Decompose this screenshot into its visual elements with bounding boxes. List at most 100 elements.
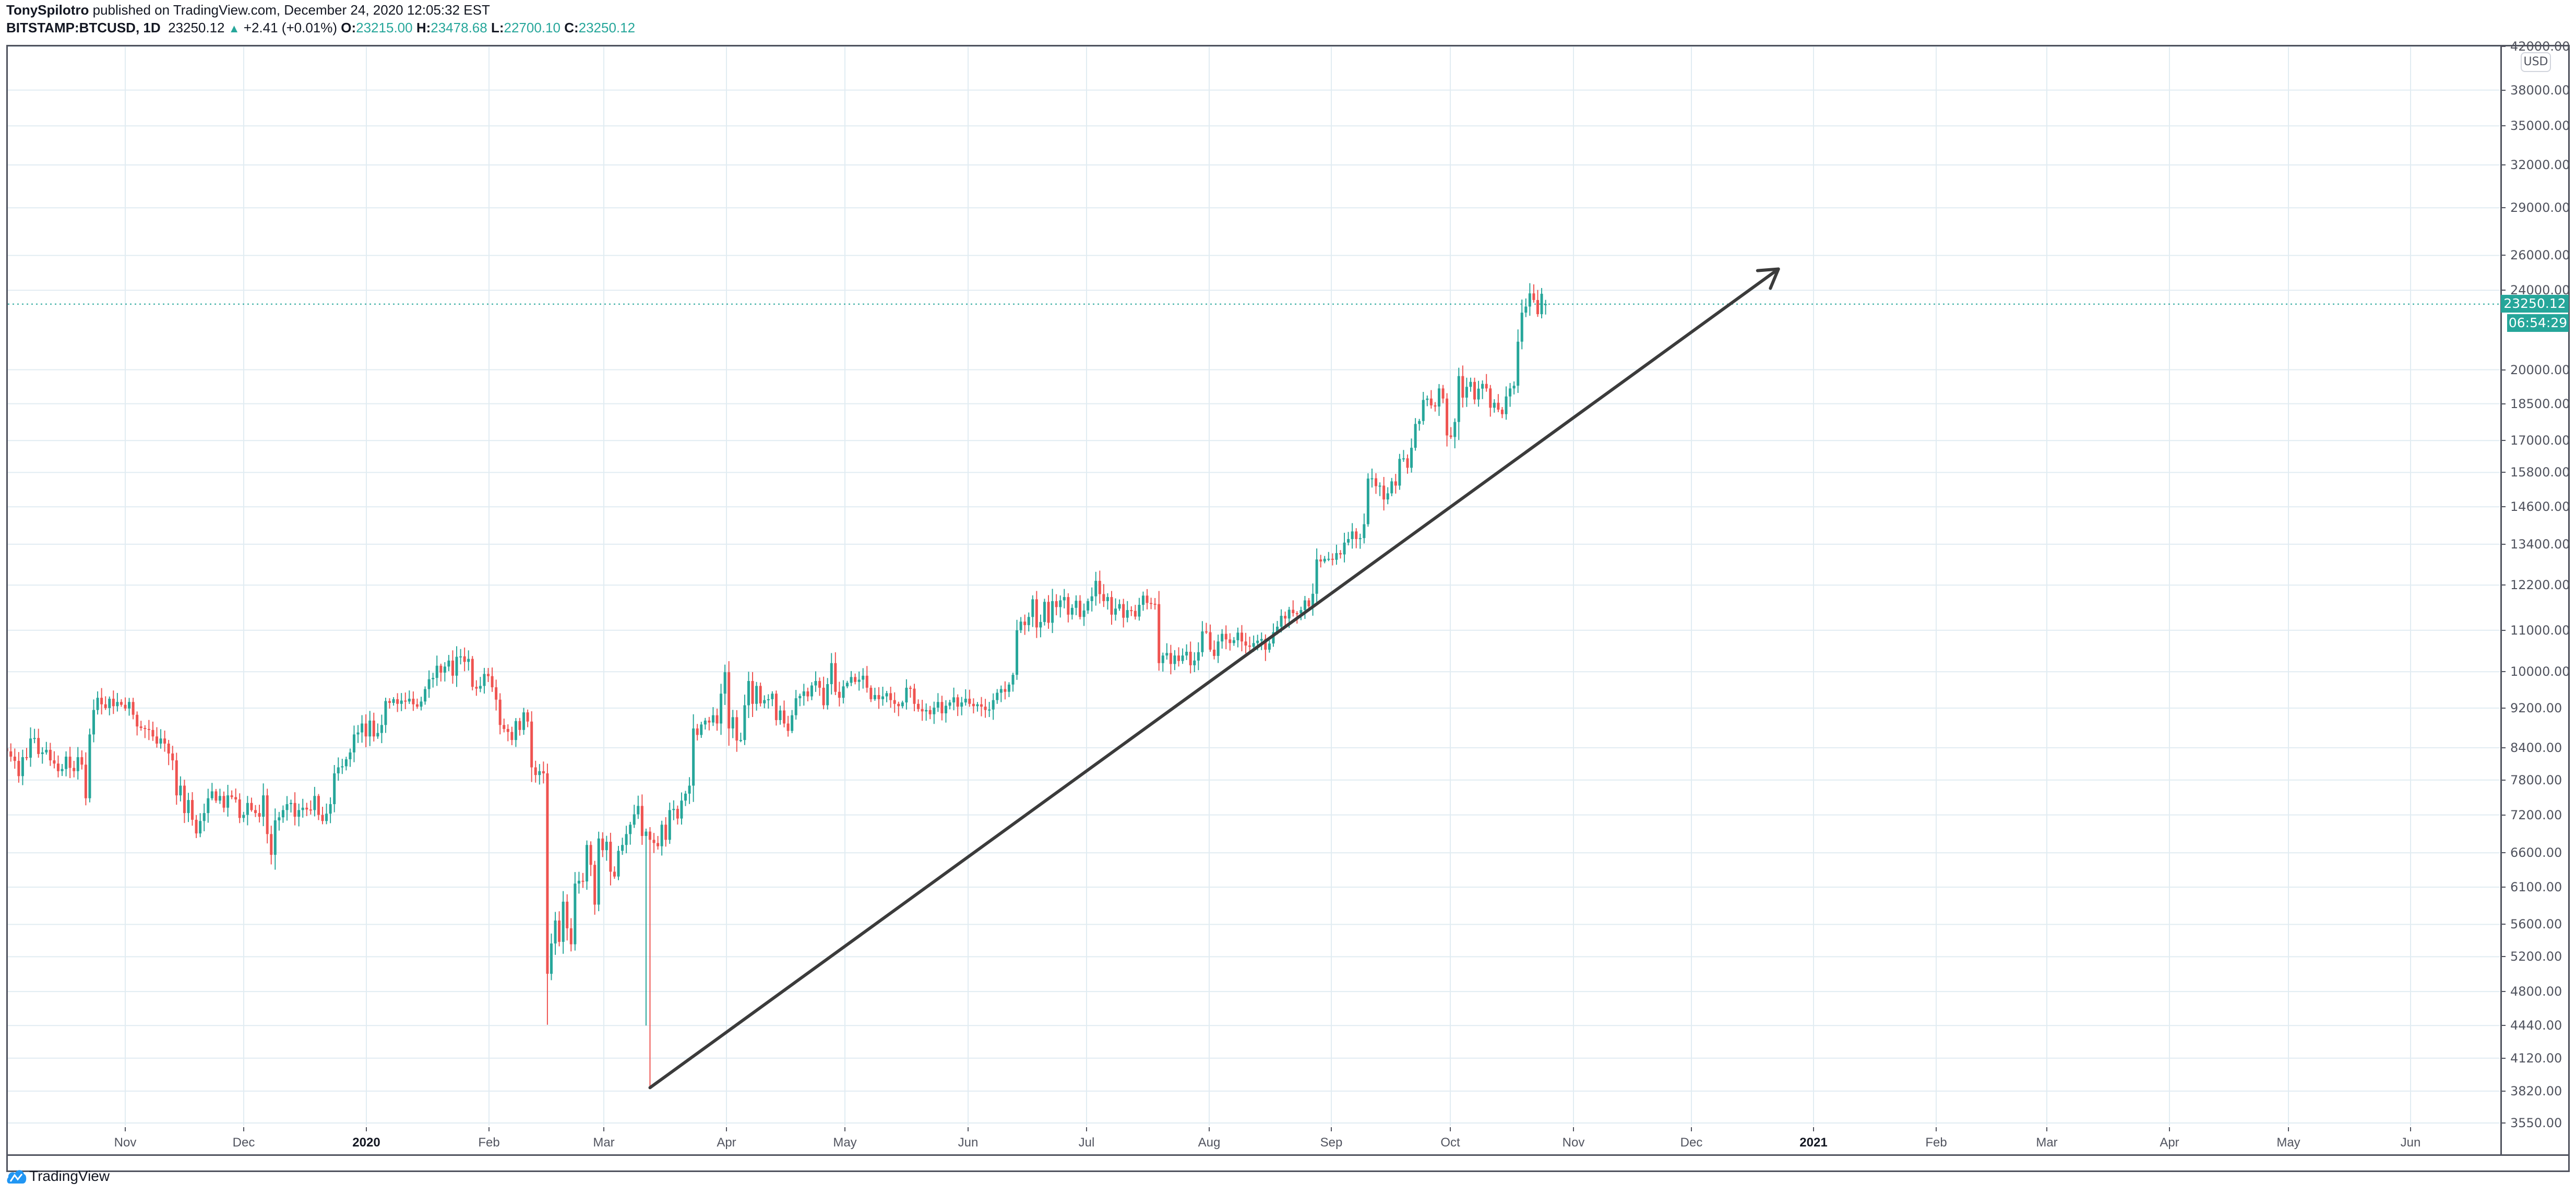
- time-tick-mark: [2046, 1127, 2047, 1131]
- price-tick-mark: [2501, 506, 2506, 508]
- price-tick-label: 42000.00: [2510, 39, 2570, 54]
- axis-corner: [2500, 1126, 2502, 1156]
- tradingview-logo[interactable]: TradingView: [6, 1167, 110, 1186]
- time-tick-mark: [1813, 1127, 1814, 1131]
- price-tick-label: 29000.00: [2510, 200, 2570, 216]
- time-tick-mark: [2410, 1127, 2411, 1131]
- price-tick-label: 17000.00: [2510, 433, 2570, 448]
- price-tick-label: 10000.00: [2510, 664, 2570, 679]
- time-tick-label: Oct: [1440, 1136, 1460, 1150]
- time-axis[interactable]: [6, 1126, 2570, 1156]
- time-tick-mark: [2169, 1127, 2170, 1131]
- price-tick-label: 7800.00: [2510, 772, 2562, 787]
- time-tick-label: Nov: [1562, 1136, 1585, 1150]
- up-triangle-icon: ▲: [228, 22, 240, 35]
- price-tick-label: 12200.00: [2510, 578, 2570, 593]
- time-tick-label: Mar: [593, 1136, 615, 1150]
- price-tick-label: 3820.00: [2510, 1083, 2562, 1098]
- price-tick-label: 14600.00: [2510, 499, 2570, 515]
- time-tick-mark: [1331, 1127, 1332, 1131]
- current-price-label: 23250.12: [2501, 295, 2569, 313]
- price-tick-mark: [2501, 629, 2506, 631]
- price-tick-label: 9200.00: [2510, 700, 2562, 715]
- price-tick-mark: [2501, 924, 2506, 925]
- price-tick-mark: [2501, 164, 2506, 166]
- time-tick-label: May: [833, 1136, 857, 1150]
- price-tick-label: 13400.00: [2510, 536, 2570, 552]
- time-tick-mark: [968, 1127, 969, 1131]
- symbol-legend: BITSTAMP:BTCUSD, 1D 23250.12 ▲ +2.41 (+0…: [6, 20, 635, 36]
- price-tick-mark: [2501, 472, 2506, 473]
- logo-text: TradingView: [29, 1168, 110, 1184]
- price-tick-mark: [2501, 1090, 2506, 1092]
- time-tick-label: Apr: [2160, 1136, 2179, 1150]
- price-tick-mark: [2501, 46, 2506, 47]
- price-tick-label: 32000.00: [2510, 158, 2570, 173]
- bar-countdown: 06:54:29: [2507, 314, 2569, 332]
- open-label: O:: [341, 20, 356, 35]
- time-tick-mark: [1450, 1127, 1451, 1131]
- symbol-name: BITSTAMP:BTCUSD, 1D: [6, 20, 161, 35]
- low-label: L:: [491, 20, 504, 35]
- time-tick-label: Apr: [717, 1136, 736, 1150]
- close-value: 23250.12: [578, 20, 636, 35]
- tradingview-cloud-icon: [7, 1170, 27, 1184]
- price-tick-label: 26000.00: [2510, 248, 2570, 263]
- price-tick-mark: [2501, 255, 2506, 256]
- currency-badge[interactable]: USD: [2521, 52, 2551, 72]
- price-tick-mark: [2501, 290, 2506, 291]
- time-tick-mark: [726, 1127, 727, 1131]
- time-tick-label: May: [2276, 1136, 2300, 1150]
- time-tick-label: 2021: [1799, 1136, 1828, 1150]
- price-tick-mark: [2501, 1122, 2506, 1124]
- price-change: +2.41 (+0.01%): [243, 20, 338, 35]
- price-tick-label: 6600.00: [2510, 845, 2562, 861]
- price-tick-mark: [2501, 707, 2506, 709]
- time-tick-mark: [1086, 1127, 1087, 1131]
- price-tick-mark: [2501, 956, 2506, 958]
- price-tick-mark: [2501, 125, 2506, 127]
- low-value: 22700.10: [504, 20, 560, 35]
- author-name[interactable]: TonySpilotro: [6, 2, 89, 18]
- high-label: H:: [416, 20, 431, 35]
- price-tick-mark: [2501, 1025, 2506, 1026]
- price-tick-label: 7200.00: [2510, 807, 2562, 822]
- price-tick-label: 11000.00: [2510, 623, 2570, 638]
- time-tick-label: Dec: [1680, 1136, 1703, 1150]
- trend-arrow-drawing[interactable]: [648, 267, 1780, 1090]
- high-value: 23478.68: [431, 20, 487, 35]
- price-tick-mark: [2501, 403, 2506, 404]
- price-tick-label: 35000.00: [2510, 118, 2570, 134]
- price-tick-label: 3550.00: [2510, 1116, 2562, 1131]
- price-tick-mark: [2501, 89, 2506, 91]
- time-tick-label: Dec: [232, 1136, 255, 1150]
- price-tick-mark: [2501, 543, 2506, 545]
- time-tick-label: Mar: [2036, 1136, 2058, 1150]
- chart-pane[interactable]: [6, 45, 2570, 1172]
- time-tick-mark: [243, 1127, 244, 1131]
- time-tick-mark: [125, 1127, 126, 1131]
- time-tick-label: Feb: [478, 1136, 500, 1150]
- price-tick-mark: [2501, 747, 2506, 748]
- price-tick-mark: [2501, 584, 2506, 586]
- price-tick-mark: [2501, 887, 2506, 888]
- time-tick-label: Jun: [958, 1136, 979, 1150]
- price-tick-mark: [2501, 991, 2506, 993]
- price-axis[interactable]: [2500, 45, 2570, 1127]
- price-tick-mark: [2501, 779, 2506, 781]
- price-tick-label: 6100.00: [2510, 880, 2562, 895]
- time-tick-label: Feb: [1925, 1136, 1947, 1150]
- time-tick-mark: [1691, 1127, 1692, 1131]
- time-tick-label: Nov: [114, 1136, 137, 1150]
- time-tick-mark: [2288, 1127, 2289, 1131]
- price-tick-label: 4120.00: [2510, 1050, 2562, 1066]
- time-tick-label: Aug: [1198, 1136, 1221, 1150]
- close-label: C:: [564, 20, 579, 35]
- price-tick-label: 18500.00: [2510, 396, 2570, 411]
- last-price: 23250.12: [168, 20, 225, 35]
- time-tick-mark: [844, 1127, 845, 1131]
- price-tick-label: 4440.00: [2510, 1018, 2562, 1033]
- time-tick-mark: [488, 1127, 490, 1131]
- price-tick-label: 5600.00: [2510, 917, 2562, 932]
